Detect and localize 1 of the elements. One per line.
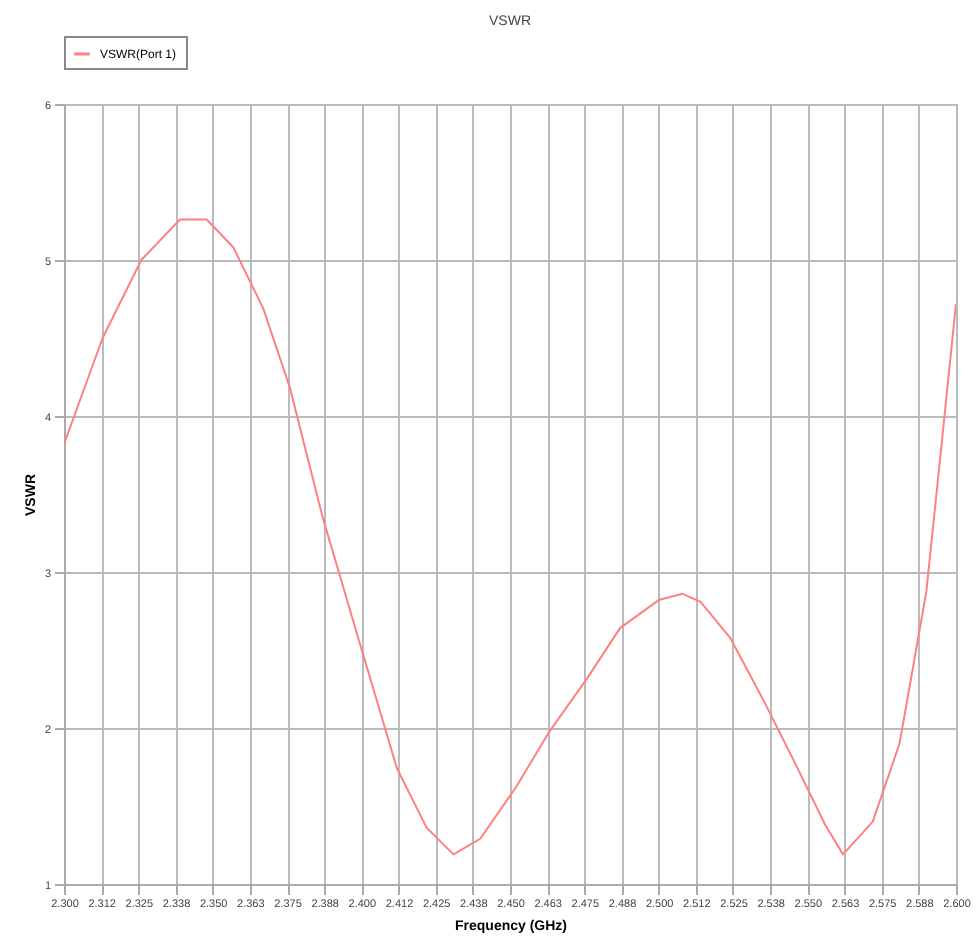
line-series (64, 218, 956, 856)
